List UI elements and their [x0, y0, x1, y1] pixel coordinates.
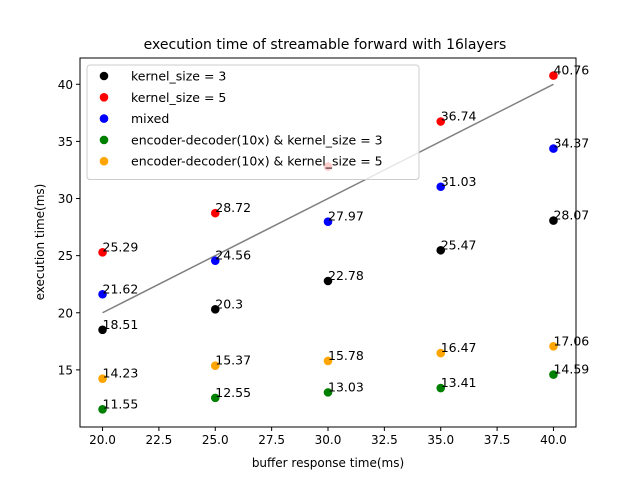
y-axis-ticks: 15 20 25 30 35 40 [58, 78, 80, 377]
y-tick-label: 40 [58, 78, 73, 92]
data-label: 21.62 [103, 281, 139, 296]
y-tick-label: 30 [58, 192, 73, 206]
data-label: 17.06 [553, 333, 589, 348]
data-point [436, 182, 446, 192]
x-axis-label: buffer response time(ms) [252, 456, 404, 470]
data-point [210, 305, 220, 314]
trend-line [102, 83, 554, 314]
data-label: 20.3 [215, 296, 243, 311]
legend-box [86, 64, 420, 180]
legend-marker [99, 114, 109, 123]
data-point [210, 393, 220, 403]
data-label: 15.37 [215, 353, 251, 368]
data-point [323, 217, 333, 227]
legend: kernel_size = 3 kernel_size = 5 mixed encod… [86, 64, 420, 180]
data-label: 31.03 [441, 174, 477, 189]
data-labels: 18.51 20.3 22.78 25.47 28.07 25.29 28.72 36.74 4… [103, 63, 590, 412]
x-tick-label: 27.5 [258, 433, 285, 447]
data-point [549, 144, 558, 153]
y-tick-label: 15 [58, 363, 73, 377]
legend-label: encoder-decoder(10x) & kernel_size = 3 [131, 132, 383, 147]
data-point [98, 325, 107, 335]
data-point [98, 248, 107, 257]
x-tick-label: 22.5 [146, 433, 173, 447]
data-point [98, 289, 107, 299]
data-point [549, 342, 558, 351]
y-axis-label: execution time(ms) [33, 184, 47, 301]
data-point [323, 356, 333, 366]
data-label: 18.51 [103, 317, 139, 332]
data-point [98, 404, 107, 414]
x-tick-label: 37.5 [484, 433, 511, 447]
legend-marker [99, 156, 109, 166]
legend-label: kernel_size = 5 [131, 90, 226, 105]
data-label: 14.23 [103, 366, 139, 381]
legend-marker [99, 71, 109, 81]
data-point [549, 71, 558, 80]
data-label: 15.78 [328, 348, 364, 363]
x-tick-label: 32.5 [371, 433, 398, 447]
data-point [210, 256, 220, 265]
data-label: 12.55 [215, 385, 251, 400]
data-label: 28.72 [215, 200, 251, 215]
data-point [436, 117, 446, 126]
data-point [549, 370, 558, 379]
y-tick-label: 25 [58, 249, 73, 263]
legend-label: mixed [131, 111, 169, 126]
legend-marker [99, 93, 109, 102]
data-label: 27.97 [328, 209, 364, 224]
data-label: 22.78 [328, 268, 364, 283]
legend-marker [99, 135, 109, 145]
data-label: 24.56 [215, 248, 251, 263]
data-point [323, 388, 333, 397]
data-label: 34.37 [553, 136, 589, 151]
data-point [436, 383, 446, 393]
x-tick-label: 20.0 [89, 433, 116, 447]
x-axis-ticks: 20.0 22.5 25.0 27.5 30.0 32.5 35.0 37.5 40.0 [89, 427, 567, 447]
data-point [210, 208, 220, 218]
plot-area [98, 71, 558, 414]
x-tick-label: 35.0 [427, 433, 454, 447]
data-label: 25.47 [441, 237, 477, 252]
data-label: 13.41 [441, 375, 477, 390]
data-label: 40.76 [553, 63, 589, 78]
x-tick-label: 40.0 [540, 433, 567, 447]
data-label: 11.55 [103, 396, 139, 411]
data-point [323, 276, 333, 286]
data-label: 14.59 [553, 362, 589, 377]
x-tick-label: 25.0 [202, 433, 229, 447]
data-label: 36.74 [441, 109, 477, 124]
data-label: 28.07 [553, 208, 589, 223]
legend-label: kernel_size = 3 [131, 69, 226, 84]
data-label: 16.47 [441, 340, 477, 355]
data-label: 13.03 [328, 379, 364, 394]
data-label: 25.29 [103, 239, 139, 254]
data-point [549, 216, 558, 225]
y-tick-label: 20 [58, 306, 73, 320]
x-tick-label: 30.0 [315, 433, 342, 447]
chart-title: execution time of streamable forward wit… [144, 37, 507, 53]
data-point [436, 245, 446, 255]
legend-label: encoder-decoder(10x) & kernel_size = 5 [131, 154, 383, 169]
y-tick-label: 35 [58, 135, 73, 149]
data-point [210, 361, 220, 370]
data-point [98, 374, 107, 383]
data-point [436, 348, 446, 358]
